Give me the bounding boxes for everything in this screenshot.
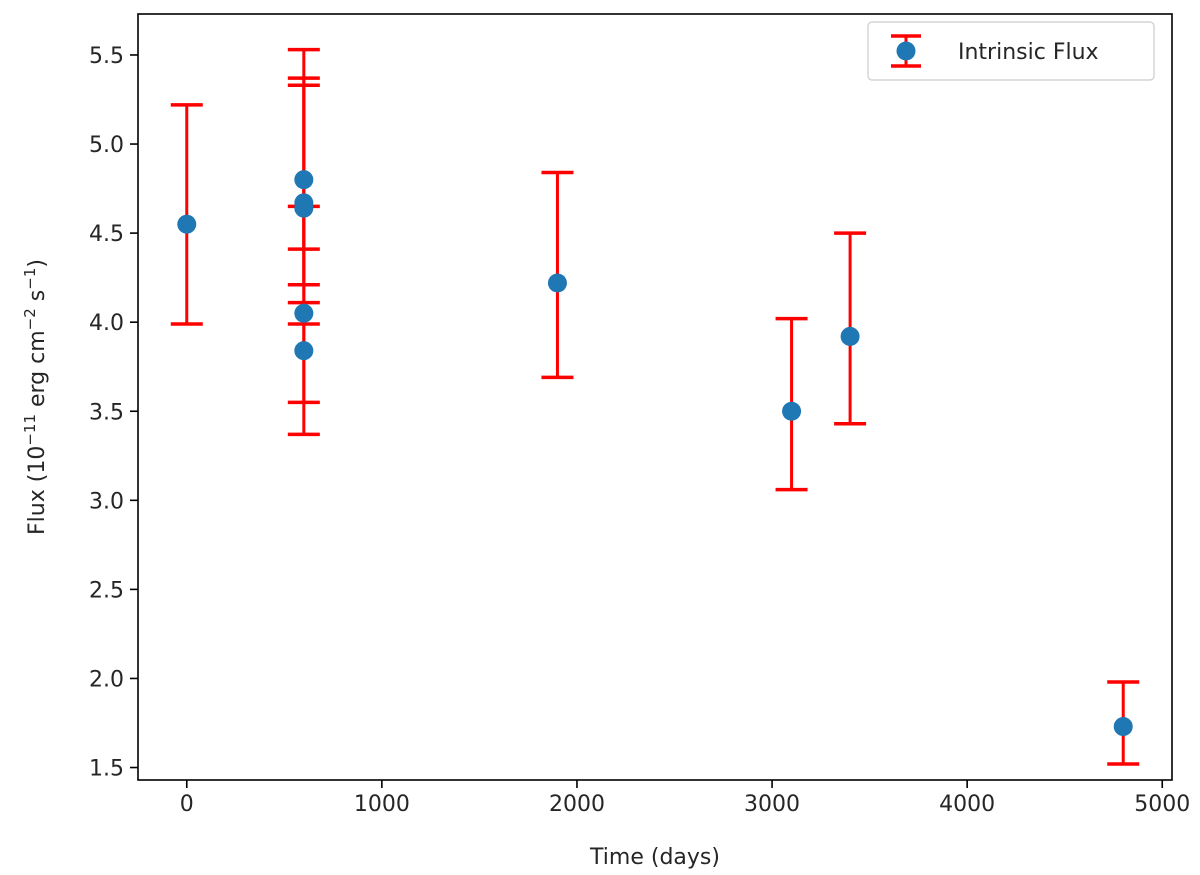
legend: Intrinsic Flux [867, 21, 1155, 81]
y-tick-label: 4.0 [89, 311, 124, 336]
x-tick-label: 0 [180, 792, 194, 817]
y-label-exponent-2: −2 [21, 308, 39, 330]
points-layer [177, 170, 1133, 737]
x-tick-label: 5000 [1134, 792, 1190, 817]
y-tick-label: 5.5 [89, 44, 124, 69]
data-point [1113, 717, 1133, 737]
y-tick-label: 5.0 [89, 133, 124, 158]
data-point [294, 170, 314, 190]
x-tick-label: 2000 [549, 792, 605, 817]
data-point [547, 273, 567, 293]
x-tick-label: 1000 [354, 792, 410, 817]
y-tick-label: 1.5 [89, 757, 124, 782]
x-axis-ticks: 0 1000 2000 3000 4000 5000 [180, 780, 1190, 817]
y-tick-label: 4.5 [89, 222, 124, 247]
legend-label: Intrinsic Flux [958, 40, 1099, 65]
y-tick-label: 3.5 [89, 400, 124, 425]
legend-box [867, 21, 1155, 81]
data-point [294, 198, 314, 218]
y-label-prefix: Flux (10 [25, 446, 50, 535]
y-tick-label: 3.0 [89, 489, 124, 514]
x-axis-label: Time (days) [589, 845, 720, 870]
y-label-middle-2: s [25, 290, 50, 308]
y-label-exponent-1: −11 [21, 414, 39, 446]
y-label-middle: erg cm [25, 330, 50, 414]
y-axis-label: Flux (10−11 erg cm−2 s−1) [21, 259, 50, 535]
data-point [840, 326, 860, 346]
y-label-suffix: ) [25, 259, 50, 268]
x-tick-label: 4000 [939, 792, 995, 817]
y-label-exponent-3: −1 [21, 268, 39, 290]
data-point [177, 214, 197, 234]
x-tick-label: 3000 [744, 792, 800, 817]
y-tick-label: 2.0 [89, 667, 124, 692]
data-point [294, 341, 314, 361]
plot-frame [137, 13, 1173, 781]
y-tick-label: 2.5 [89, 578, 124, 603]
legend-point [896, 41, 916, 61]
data-point [782, 401, 802, 421]
legend-marker [891, 34, 921, 68]
data-point [294, 303, 314, 323]
y-axis-ticks: 1.5 2.0 2.5 3.0 3.5 4.0 4.5 5.0 5.5 [89, 44, 138, 782]
